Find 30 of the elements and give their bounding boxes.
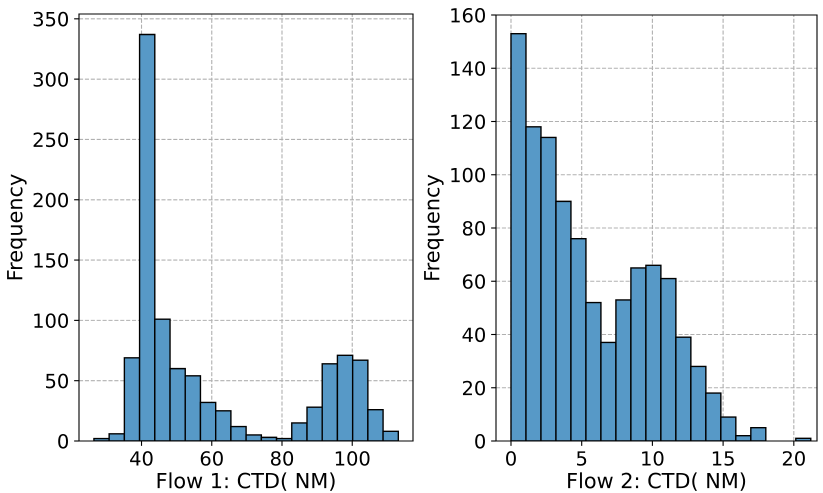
x-tick-label: 0 xyxy=(506,451,516,466)
x-tick-label: 40 xyxy=(130,451,153,466)
y-tick-label: 60 xyxy=(462,274,485,289)
x-tick-label: 15 xyxy=(712,451,734,466)
y-tick-label: 150 xyxy=(34,253,68,268)
y-axis-title: Frequency xyxy=(424,174,444,280)
y-tick-label: 100 xyxy=(34,313,68,328)
y-tick-label: 160 xyxy=(451,8,485,23)
y-tick-label: 20 xyxy=(462,380,485,396)
x-tick-label: 80 xyxy=(270,451,294,466)
y-tick-label: 250 xyxy=(34,132,68,148)
y-tick-label: 100 xyxy=(451,168,485,182)
y-tick-label: 140 xyxy=(451,61,485,76)
x-tick-label: 60 xyxy=(200,451,223,466)
y-tick-label: 0 xyxy=(58,434,68,449)
y-tick-label: 40 xyxy=(462,327,485,342)
y-tick-label: 200 xyxy=(34,192,68,208)
x-tick-label: 10 xyxy=(642,451,664,466)
x-axis-title: Flow 1: CTD( NM) xyxy=(158,472,335,491)
y-axis-title: Frequency xyxy=(7,174,27,280)
y-tick-label: 0 xyxy=(475,434,485,449)
y-tick-label: 300 xyxy=(34,72,68,87)
x-axis-title: Flow 2: CTD( NM) xyxy=(568,472,746,491)
y-tick-label: 350 xyxy=(34,12,68,26)
y-tick-label: 120 xyxy=(451,114,485,130)
x-tick-label: 5 xyxy=(577,451,586,466)
x-tick-label: 100 xyxy=(336,451,370,466)
y-tick-label: 50 xyxy=(46,374,68,388)
x-tick-label: 20 xyxy=(782,451,805,466)
y-tick-label: 80 xyxy=(462,220,485,236)
